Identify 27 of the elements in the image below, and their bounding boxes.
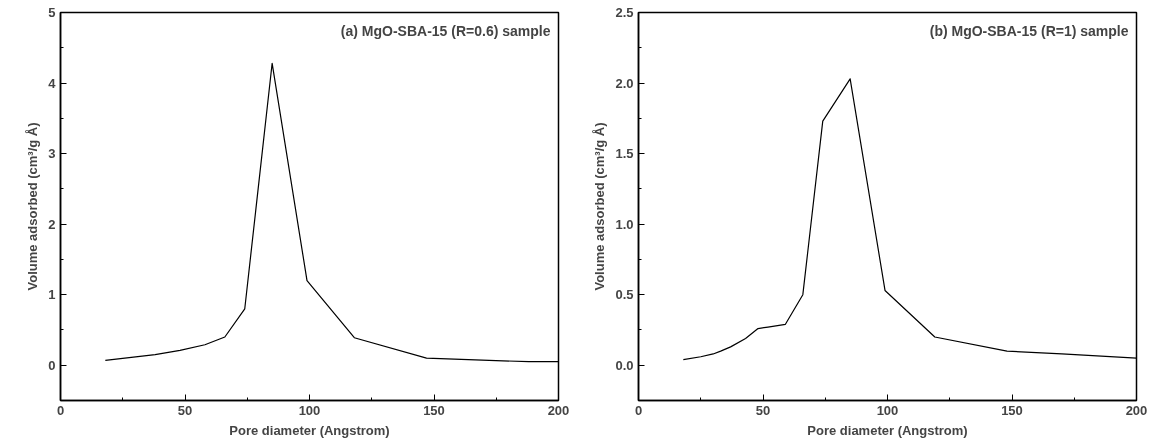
y-axis-title: Volume adsorbed (cm³/g Å) bbox=[25, 122, 41, 291]
y-tick-label: 1.0 bbox=[615, 216, 634, 232]
y-tick-label: 0.5 bbox=[615, 287, 634, 303]
annotation: (a) MgO-SBA-15 (R=0.6) sample bbox=[340, 22, 551, 39]
x-axis-title: Pore diameter (Angstrom) bbox=[229, 422, 390, 438]
line-series bbox=[104, 62, 559, 363]
y-tick-label: 1.5 bbox=[615, 146, 634, 162]
x-tick-label: 150 bbox=[423, 402, 445, 418]
y-tick-label: 0 bbox=[48, 357, 56, 373]
y-tick-label: 1 bbox=[48, 287, 56, 303]
x-tick-label: 150 bbox=[1001, 402, 1023, 418]
y-tick-label: 5 bbox=[48, 5, 56, 20]
y-tick-label: 2 bbox=[48, 216, 56, 232]
y-tick-label: 2.5 bbox=[615, 5, 634, 20]
x-tick-label: 50 bbox=[177, 402, 193, 418]
y-tick-label: 3 bbox=[48, 146, 56, 162]
y-tick-label: 4 bbox=[48, 75, 57, 91]
y-tick-label: 2.0 bbox=[615, 75, 634, 91]
y-axis-title: Volume adsorbed (cm³/g Å) bbox=[592, 122, 608, 291]
x-tick-label: 50 bbox=[755, 402, 771, 418]
annotation: (b) MgO-SBA-15 (R=1) sample bbox=[929, 22, 1129, 39]
y-tick-label: 0.0 bbox=[615, 357, 634, 373]
x-axis-title: Pore diameter (Angstrom) bbox=[807, 422, 968, 438]
x-tick-label: 200 bbox=[547, 402, 570, 418]
x-tick-label: 200 bbox=[1125, 402, 1148, 418]
x-tick-label: 100 bbox=[876, 402, 899, 418]
x-tick-label: 100 bbox=[298, 402, 321, 418]
